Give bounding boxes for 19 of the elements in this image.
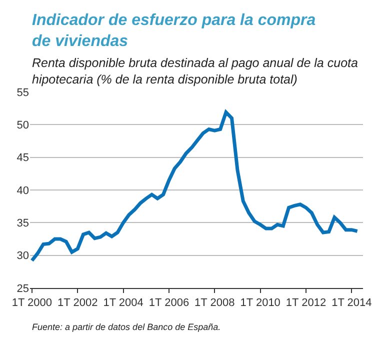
y-tick-label: 35 [16, 218, 29, 230]
y-tick-label: 40 [16, 184, 29, 197]
x-tick-label: 1T 2004 [103, 297, 144, 310]
y-tick-label: 45 [16, 152, 29, 164]
chart-title: Indicador de esfuerzo para la compra de viviendas [32, 12, 316, 50]
x-tick-label: 1T 2012 [286, 297, 326, 310]
y-tick-label: 30 [16, 250, 29, 262]
y-tick-label: 25 [16, 282, 29, 295]
x-tick-label: 1T 2000 [12, 297, 52, 310]
y-tick-label: 55 [16, 86, 29, 99]
line-series [30, 110, 360, 262]
x-tick-label: 1T 2014 [332, 297, 372, 310]
x-tick-label: 1T 2002 [58, 297, 98, 310]
source-note: Fuente: a partir de datos del Banco de España. [32, 322, 221, 332]
x-tick-label: 1T 2006 [148, 297, 190, 310]
x-tick-label: 1T 2008 [194, 297, 235, 310]
x-tick-label: 1T 2010 [240, 297, 280, 310]
chart-subtitle: Renta disponible bruta destinada al pago anual de la cuota hipotecaria (% de la renta disponible bruta total) [32, 56, 358, 86]
y-tick-label: 50 [16, 120, 29, 132]
